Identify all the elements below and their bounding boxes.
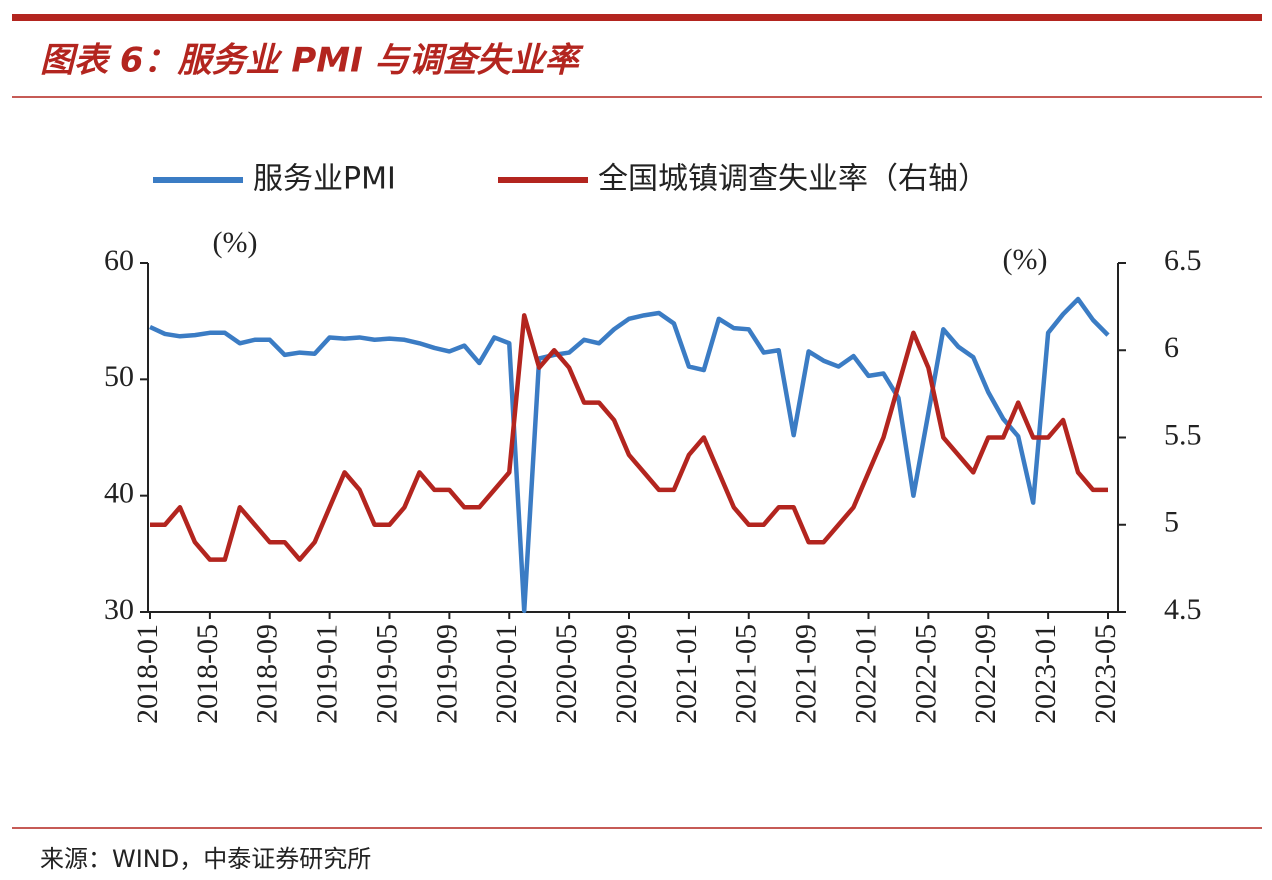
legend-label: 全国城镇调查失业率（右轴） bbox=[598, 162, 988, 197]
y-tick-label: 30 bbox=[104, 593, 134, 626]
x-tick-label: 2018-01 bbox=[131, 624, 164, 724]
x-tick-label: 2023-05 bbox=[1089, 624, 1122, 724]
x-tick-label: 2019-09 bbox=[430, 624, 463, 724]
x-tick-label: 2021-09 bbox=[790, 624, 823, 724]
x-tick-label: 2021-05 bbox=[730, 624, 763, 724]
x-tick-label: 2019-01 bbox=[311, 624, 344, 724]
x-tick-label: 2020-09 bbox=[610, 624, 643, 724]
source: 来源：WIND，中泰证券研究所 bbox=[40, 845, 371, 873]
y-tick-label: 50 bbox=[104, 360, 134, 393]
x-tick-label: 2019-05 bbox=[370, 624, 403, 724]
series-line bbox=[149, 296, 1110, 614]
y2-tick-label: 6.5 bbox=[1164, 244, 1202, 277]
x-tick-label: 2020-05 bbox=[550, 624, 583, 724]
y-unit: (%) bbox=[213, 226, 258, 259]
x-tick-label: 2018-09 bbox=[251, 624, 284, 724]
top-bar bbox=[12, 14, 1262, 21]
y-tick-label: 40 bbox=[104, 477, 134, 510]
x-tick-label: 2022-09 bbox=[969, 624, 1002, 724]
x-tick-label: 2022-01 bbox=[849, 624, 882, 724]
y2-tick-label: 6 bbox=[1164, 331, 1179, 364]
y2-tick-label: 4.5 bbox=[1164, 593, 1202, 626]
y-tick-label: 60 bbox=[104, 244, 134, 277]
x-tick-label: 2020-01 bbox=[490, 624, 523, 724]
legend-label: 服务业PMI bbox=[253, 162, 396, 197]
x-tick-label: 2023-01 bbox=[1029, 624, 1062, 724]
x-tick-label: 2018-05 bbox=[191, 624, 224, 724]
series-line bbox=[150, 313, 1108, 562]
x-tick-label: 2022-05 bbox=[909, 624, 942, 724]
y2-unit: (%) bbox=[1003, 243, 1048, 276]
x-tick-label: 2021-01 bbox=[670, 624, 703, 724]
y2-tick-label: 5 bbox=[1164, 506, 1179, 539]
chart-title: 图表 6：服务业 PMI 与调查失业率 bbox=[40, 41, 585, 81]
y2-tick-label: 5.5 bbox=[1164, 418, 1202, 451]
